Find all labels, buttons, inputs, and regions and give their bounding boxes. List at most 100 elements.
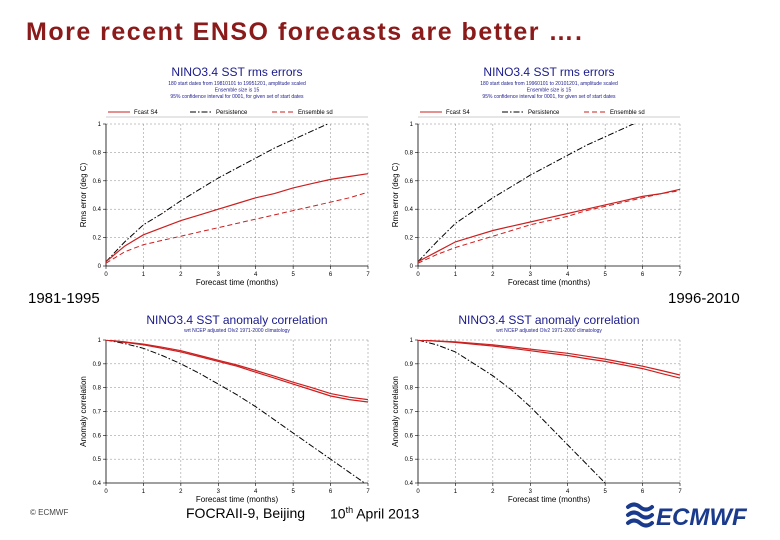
chart-subtitle-line: wrt NCEP adjusted OIv2 1971-2000 climato…: [496, 328, 602, 334]
x-tick-label: 0: [104, 489, 108, 495]
date-day: 10: [330, 505, 346, 522]
x-tick-label: 0: [416, 489, 420, 495]
ecmwf-wave-icon: [626, 502, 654, 528]
chart-subtitle-line: wrt NCEP adjusted OIv2 1971-2000 climato…: [184, 328, 290, 334]
x-tick-label: 1: [142, 272, 146, 278]
legend-label: Fcast S4: [134, 110, 158, 116]
plot-area: [418, 340, 680, 483]
x-tick-label: 7: [366, 489, 370, 495]
y-tick-label: 0.4: [405, 481, 414, 487]
y-axis-label: Anomaly correlation: [79, 376, 88, 447]
legend-label: Persistence: [528, 110, 560, 116]
series-persistence: [106, 124, 329, 263]
x-tick-label: 4: [254, 272, 258, 278]
chart-rms-1981-1995: NINO3.4 SST rms errors 180 start dates fr…: [79, 65, 370, 287]
copyright-notice: © ECMWF: [30, 508, 69, 517]
series-fcast-s4-upper: [418, 340, 680, 376]
x-tick-label: 0: [416, 272, 420, 278]
x-tick-label: 2: [179, 489, 183, 495]
y-tick-label: 0.2: [93, 236, 102, 242]
y-tick-label: 0.9: [405, 362, 414, 368]
y-tick-label: 0.4: [93, 207, 102, 213]
chart-subtitle-line: 95% confidence interval for 0001, for gi…: [482, 94, 616, 100]
y-tick-label: 0.6: [405, 179, 414, 185]
series-fcast-s4: [418, 340, 680, 379]
series-fcast-s4-upper: [106, 340, 368, 401]
series-fcast-s4: [106, 340, 368, 403]
y-tick-label: 0.6: [405, 433, 414, 439]
x-axis-label: Forecast time (months): [508, 278, 591, 287]
period-label-left: 1981-1995: [28, 290, 100, 307]
chart-title: NINO3.4 SST anomaly correlation: [458, 313, 639, 327]
y-tick-label: 0.7: [93, 410, 102, 416]
plot-area: [106, 340, 368, 483]
ecmwf-logo: ECMWF: [626, 502, 748, 531]
legend-label: Ensemble sd: [610, 110, 645, 116]
chart-title: NINO3.4 SST anomaly correlation: [146, 313, 327, 327]
meeting-name: FOCRAII-9, Beijing: [186, 505, 306, 521]
x-tick-label: 5: [291, 272, 295, 278]
period-label-right: 1996-2010: [668, 290, 740, 307]
x-tick-label: 6: [641, 489, 645, 495]
chart-subtitle-line: Ensemble size is 15: [527, 88, 572, 94]
y-tick-label: 0.8: [93, 386, 102, 392]
chart-subtitle-line: 180 start dates from 19960101 to 2010120…: [480, 81, 618, 87]
meeting-date: 10th April 2013: [330, 505, 419, 522]
chart-title: NINO3.4 SST rms errors: [483, 65, 614, 79]
y-tick-label: 0.8: [405, 386, 414, 392]
series-ensemble-sd: [106, 191, 368, 264]
y-tick-label: 0.5: [93, 457, 102, 463]
legend-label: Ensemble sd: [298, 110, 333, 116]
y-tick-label: 1: [98, 338, 102, 344]
x-tick-label: 5: [291, 489, 295, 495]
y-tick-label: 1: [410, 338, 414, 344]
series-persistence: [418, 124, 635, 263]
series-persistence: [106, 340, 366, 483]
chart-subtitle-line: Ensemble size is 15: [215, 88, 260, 94]
plot-area: [418, 124, 680, 264]
x-tick-label: 1: [454, 272, 458, 278]
series-persistence: [418, 340, 606, 483]
x-tick-label: 0: [104, 272, 108, 278]
x-axis-label: Forecast time (months): [196, 495, 279, 504]
x-tick-label: 3: [529, 489, 533, 495]
x-tick-label: 6: [641, 272, 645, 278]
x-tick-label: 4: [254, 489, 258, 495]
x-tick-label: 6: [329, 272, 333, 278]
y-tick-label: 0: [98, 264, 102, 270]
ecmwf-logo-text: ECMWF: [656, 504, 748, 531]
x-axis-label: Forecast time (months): [508, 495, 591, 504]
x-tick-label: 4: [566, 489, 570, 495]
legend-label: Persistence: [216, 110, 248, 116]
x-tick-label: 7: [366, 272, 370, 278]
date-month-year: April 2013: [353, 505, 420, 522]
y-tick-label: 0.4: [405, 207, 414, 213]
y-axis-label: Anomaly correlation: [391, 376, 400, 447]
x-tick-label: 7: [678, 272, 682, 278]
y-axis-label: Rms error (deg C): [79, 162, 88, 227]
series-fcast-s4: [418, 188, 680, 263]
slide-title: More recent ENSO forecasts are better ….: [26, 18, 584, 46]
chart-title: NINO3.4 SST rms errors: [171, 65, 302, 79]
y-tick-label: 0.8: [405, 150, 414, 156]
y-tick-label: 0.2: [405, 236, 414, 242]
x-tick-label: 2: [179, 272, 183, 278]
plot-area: [106, 124, 368, 264]
y-tick-label: 0.4: [93, 481, 102, 487]
x-tick-label: 3: [217, 272, 221, 278]
y-tick-label: 1: [98, 122, 102, 128]
y-tick-label: 0.9: [93, 362, 102, 368]
y-tick-label: 0.8: [93, 150, 102, 156]
y-tick-label: 1: [410, 122, 414, 128]
y-tick-label: 0: [410, 264, 414, 270]
chart-subtitle-line: 95% confidence interval for 0001, for gi…: [170, 94, 304, 100]
y-tick-label: 0.5: [405, 457, 414, 463]
x-tick-label: 1: [454, 489, 458, 495]
x-tick-label: 5: [603, 272, 607, 278]
date-suffix: th: [345, 505, 354, 515]
y-tick-label: 0.6: [93, 433, 102, 439]
x-tick-label: 7: [678, 489, 682, 495]
x-axis-label: Forecast time (months): [196, 278, 279, 287]
